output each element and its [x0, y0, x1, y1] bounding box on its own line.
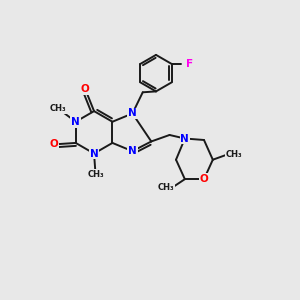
Text: CH₃: CH₃ — [226, 150, 242, 159]
Text: O: O — [81, 84, 90, 94]
Text: CH₃: CH₃ — [158, 183, 174, 192]
Text: O: O — [200, 174, 208, 184]
Text: N: N — [90, 148, 98, 158]
Text: N: N — [71, 117, 80, 127]
Text: F: F — [186, 59, 193, 69]
Text: O: O — [49, 140, 58, 149]
Text: N: N — [128, 146, 137, 156]
Text: N: N — [128, 109, 137, 118]
Text: CH₃: CH₃ — [87, 169, 104, 178]
Text: CH₃: CH₃ — [50, 104, 66, 113]
Text: N: N — [181, 134, 189, 143]
